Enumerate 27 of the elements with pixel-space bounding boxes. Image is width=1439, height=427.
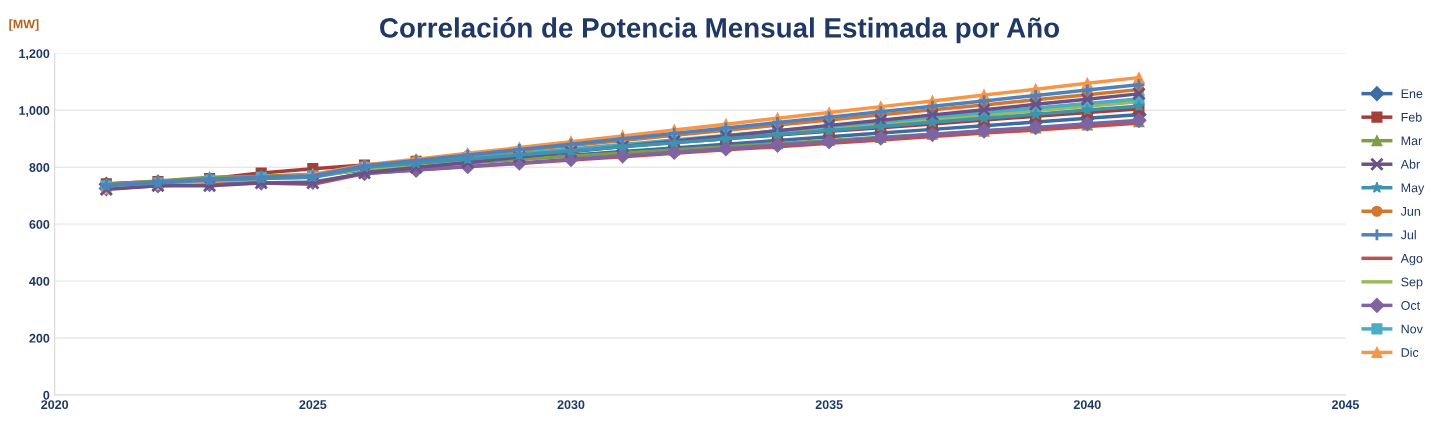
legend-label: May xyxy=(1401,183,1425,195)
x-tick-label: 2030 xyxy=(557,400,585,410)
y-tick-label: 200 xyxy=(29,333,50,343)
legend-label: Oct xyxy=(1401,301,1421,310)
legend-label: Dic xyxy=(1401,347,1419,357)
y-tick-label: 400 xyxy=(29,276,50,286)
y-tick-label: 800 xyxy=(29,163,50,172)
x-tick-label: 2025 xyxy=(299,400,327,410)
legend-label: Mar xyxy=(1401,136,1422,146)
y-tick-label: 600 xyxy=(29,219,50,229)
y-axis-title: [MW] xyxy=(9,19,39,31)
legend-label: Nov xyxy=(1401,324,1423,334)
y-tick-label: 1,000 xyxy=(19,106,50,117)
legend-label: Sep xyxy=(1401,277,1423,289)
x-tick-label: 2045 xyxy=(1332,400,1360,410)
legend-label: Abr xyxy=(1400,159,1420,169)
legend-label: Feb xyxy=(1401,112,1422,122)
x-tick-label: 2020 xyxy=(41,400,69,410)
y-tick-label: 1,200 xyxy=(19,49,50,60)
legend-label: Jun xyxy=(1400,207,1421,216)
chart-title: Correlación de Potencia Mensual Estimada por Año xyxy=(380,17,1060,44)
x-tick-label: 2040 xyxy=(1073,400,1101,410)
y-tick-label: 0 xyxy=(43,390,50,400)
legend-label: Jul xyxy=(1400,230,1416,240)
legend-label: Ago xyxy=(1400,254,1423,266)
x-tick-label: 2035 xyxy=(815,400,843,410)
legend-label: Ene xyxy=(1401,89,1423,99)
